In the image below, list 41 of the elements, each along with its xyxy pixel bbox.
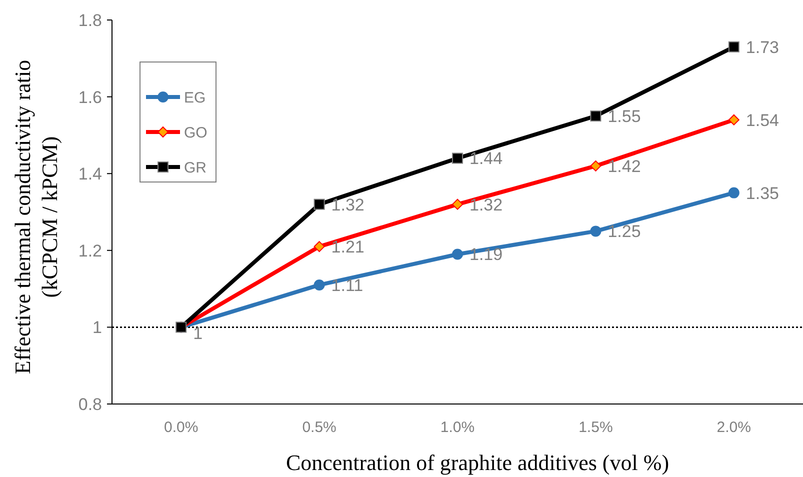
- point: [452, 248, 463, 260]
- x-tick-label: 2.0%: [716, 419, 751, 436]
- point: [452, 152, 463, 164]
- data-label: 1.32: [470, 195, 503, 214]
- data-label: 1.21: [331, 238, 364, 257]
- x-tick-label: 0.5%: [302, 419, 336, 436]
- y-axis-title: Effective thermal conductivity ratio (kCPCM / kPCM): [10, 60, 62, 374]
- data-label: 1.32: [331, 195, 364, 214]
- point: [728, 114, 740, 126]
- point: [728, 187, 740, 198]
- y-tick-label: 1.2: [78, 241, 102, 260]
- data-label: 1.55: [608, 107, 641, 126]
- x-tick-label: 1.0%: [440, 419, 475, 436]
- data-label: 1.42: [608, 156, 641, 176]
- legend-label: GR: [184, 159, 207, 176]
- legend-label: EG: [184, 89, 206, 106]
- data-label: 1.73: [746, 38, 779, 57]
- data-label: 1.19: [470, 245, 503, 264]
- data-label: 1.25: [608, 222, 641, 242]
- data-label: 1: [193, 324, 203, 344]
- point: [314, 198, 325, 210]
- y-tick-label: 0.8: [78, 394, 102, 414]
- data-label: 1.35: [746, 184, 779, 203]
- point: [728, 41, 740, 52]
- y-tick-label: 1.6: [78, 88, 102, 107]
- x-tick-label: 1.5%: [578, 419, 613, 436]
- y-tick-label: 1.8: [78, 10, 102, 30]
- point: [314, 279, 325, 290]
- data-label: 1.11: [331, 276, 364, 295]
- point: [590, 160, 602, 172]
- point: [314, 241, 325, 252]
- x-tick-label: 0.0%: [164, 419, 198, 436]
- point: [590, 226, 602, 237]
- x-axis-title: Concentration of graphite additives (vol %): [286, 450, 670, 475]
- legend-label: GO: [184, 124, 208, 142]
- point: [452, 198, 463, 210]
- data-label: 1.54: [746, 110, 779, 130]
- y-tick-label: 1.4: [78, 164, 102, 184]
- data-label: 1.44: [470, 149, 503, 168]
- point: [590, 110, 602, 122]
- y-tick-label: 1: [92, 318, 102, 338]
